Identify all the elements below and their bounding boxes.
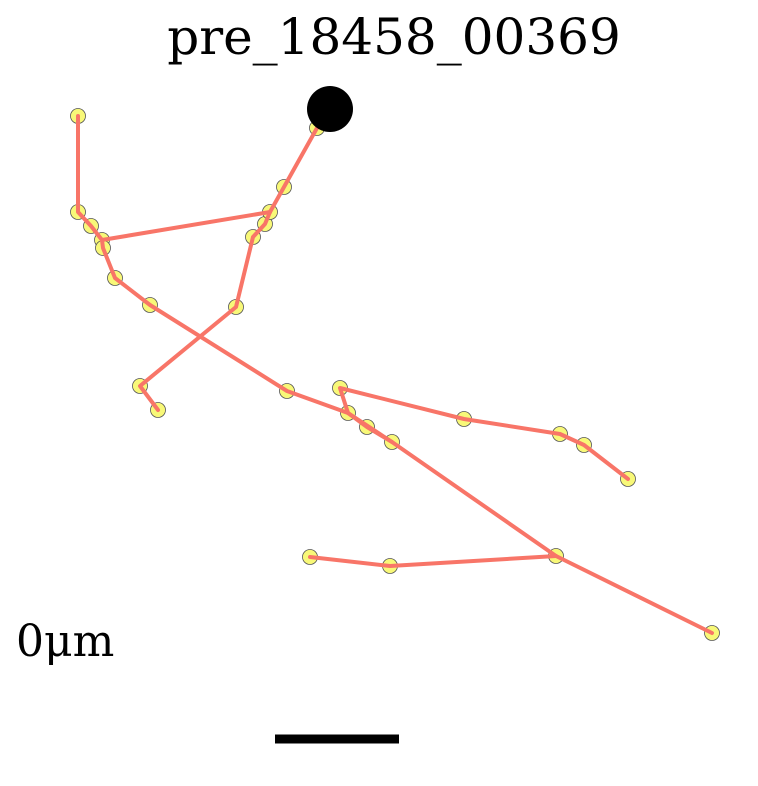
branch-right-upper [338, 386, 630, 481]
branch-left-upper [76, 114, 714, 635]
branch-lines [76, 106, 714, 635]
plot-title: pre_18458_00369 [167, 8, 621, 66]
branch-main-trunk [138, 106, 331, 412]
soma-marker [307, 86, 353, 132]
branch-cross-link [100, 210, 272, 242]
trace-nodes [70, 108, 720, 641]
scale-label: 0μm [16, 616, 115, 667]
branch-lower [308, 554, 558, 568]
